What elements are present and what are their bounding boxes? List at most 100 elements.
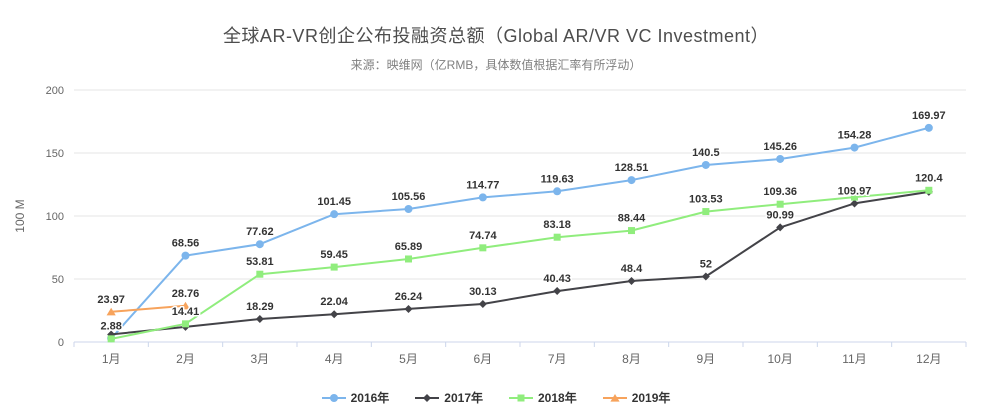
y-axis-tick-label: 0 bbox=[58, 337, 64, 349]
legend-marker-2017-icon bbox=[415, 393, 440, 402]
legend-item-2016[interactable]: 2016年 bbox=[321, 389, 389, 406]
legend-marker-2016-icon bbox=[321, 393, 346, 402]
series-2018-datalabel: 65.89 bbox=[395, 241, 423, 253]
series-2018-marker[interactable] bbox=[702, 208, 710, 216]
series-2018-marker[interactable] bbox=[553, 233, 561, 241]
y-axis-title: 100 M bbox=[13, 199, 27, 232]
series-2019-line bbox=[111, 304, 186, 313]
series-2018-marker[interactable] bbox=[330, 263, 338, 271]
legend-label-2019: 2019年 bbox=[631, 391, 671, 405]
series-2018-marker[interactable] bbox=[182, 320, 189, 328]
series-2017-datalabel: 40.43 bbox=[543, 273, 571, 285]
series-2018-datalabel: 59.45 bbox=[320, 249, 348, 261]
series-2017-marker[interactable] bbox=[478, 300, 487, 309]
legend-item-2018[interactable]: 2018年 bbox=[509, 389, 577, 406]
series-2016-datalabel: 68.56 bbox=[172, 238, 200, 250]
series-2018-marker[interactable] bbox=[479, 244, 487, 252]
legend-marker-2019-icon bbox=[602, 393, 627, 402]
x-axis-tick-label: 7月 bbox=[548, 352, 567, 366]
legend-symbol-2016 bbox=[329, 393, 338, 402]
series-2017-marker[interactable] bbox=[404, 304, 413, 313]
series-2018-marker[interactable] bbox=[628, 227, 635, 235]
series-2017-marker[interactable] bbox=[776, 223, 785, 232]
series-2016-marker[interactable] bbox=[553, 187, 562, 196]
series-2016-datalabel: 114.77 bbox=[466, 179, 499, 191]
series-2017-marker[interactable] bbox=[553, 287, 562, 296]
y-axis-tick-label: 200 bbox=[46, 85, 64, 97]
legend: 2016年 2017年 2018年 2019年 bbox=[0, 389, 992, 406]
series-2018-datalabel: 74.74 bbox=[469, 230, 497, 242]
series-2018-datalabel: 120.4 bbox=[915, 172, 943, 184]
series-2017-marker[interactable] bbox=[255, 314, 264, 323]
legend-label-2017: 2017年 bbox=[444, 391, 483, 405]
series-2018-datalabel: 109.36 bbox=[763, 186, 797, 198]
legend-label-2018: 2018年 bbox=[538, 391, 577, 405]
series-2016-marker[interactable] bbox=[776, 154, 785, 163]
series-2018-marker[interactable] bbox=[776, 200, 784, 208]
x-axis-tick-label: 8月 bbox=[622, 352, 641, 366]
legend-item-2017[interactable]: 2017年 bbox=[415, 389, 483, 406]
series-2018-marker[interactable] bbox=[925, 186, 933, 194]
x-axis-tick-label: 6月 bbox=[473, 352, 492, 366]
series-2017-datalabel: 90.99 bbox=[766, 209, 794, 221]
series-2018-datalabel: 103.53 bbox=[689, 194, 723, 206]
series-2017-datalabel: 18.29 bbox=[246, 301, 274, 313]
series-2016-marker[interactable] bbox=[627, 176, 636, 185]
series-2016-marker[interactable] bbox=[330, 210, 339, 219]
x-axis-tick-label: 12月 bbox=[916, 352, 941, 366]
x-axis-tick-label: 2月 bbox=[176, 352, 195, 366]
series-2018-marker[interactable] bbox=[851, 193, 858, 201]
series-2016-marker[interactable] bbox=[404, 204, 413, 213]
series-2018-datalabel: 83.18 bbox=[543, 219, 571, 231]
series-2016-marker[interactable] bbox=[478, 193, 487, 202]
series-2016-marker[interactable] bbox=[255, 240, 264, 249]
x-axis-tick-label: 5月 bbox=[399, 352, 418, 366]
series-2016-datalabel: 154.28 bbox=[838, 130, 872, 142]
series-2016-marker[interactable] bbox=[181, 251, 190, 260]
series-2017-marker[interactable] bbox=[627, 277, 636, 286]
y-axis-tick-label: 50 bbox=[52, 274, 64, 286]
legend-item-2019[interactable]: 2019年 bbox=[602, 389, 671, 406]
series-2016-datalabel: 169.97 bbox=[912, 110, 946, 122]
y-axis-tick-label: 100 bbox=[46, 211, 64, 223]
series-2017-datalabel: 30.13 bbox=[469, 286, 497, 298]
series-2019-marker[interactable] bbox=[180, 301, 191, 310]
x-axis-tick-label: 9月 bbox=[696, 352, 715, 366]
series-2018-line bbox=[111, 189, 929, 340]
series-2016-datalabel: 2.88 bbox=[100, 320, 121, 332]
series-2018-datalabel: 14.41 bbox=[172, 306, 200, 318]
legend-marker-2018-icon bbox=[509, 394, 533, 401]
series-2016-datalabel: 140.5 bbox=[692, 147, 720, 159]
series-2017-marker[interactable] bbox=[850, 199, 859, 208]
x-axis-tick-label: 3月 bbox=[250, 352, 269, 366]
series-2016-line bbox=[110, 126, 930, 340]
legend-symbol-2018 bbox=[517, 394, 525, 401]
series-2019-marker[interactable] bbox=[106, 307, 116, 316]
series-2016-marker[interactable] bbox=[850, 143, 859, 152]
series-2018-marker[interactable] bbox=[107, 335, 115, 343]
chart-subtitle: 来源：映维网（亿RMB，具体数值根据汇率有所浮动） bbox=[350, 58, 642, 72]
series-2016-datalabel: 128.51 bbox=[615, 162, 649, 174]
series-2016-marker[interactable] bbox=[701, 160, 710, 169]
x-axis-tick-label: 10月 bbox=[767, 352, 792, 366]
series-2017-datalabel: 109.97 bbox=[838, 185, 872, 197]
x-axis-tick-label: 1月 bbox=[102, 352, 121, 366]
series-2017-datalabel: 52 bbox=[700, 258, 712, 270]
series-2017-datalabel: 48.4 bbox=[621, 263, 643, 275]
series-2017-marker[interactable] bbox=[701, 272, 710, 281]
series-2017-datalabel: 22.04 bbox=[320, 296, 348, 308]
series-2017-marker[interactable] bbox=[330, 310, 339, 319]
series-2018-marker[interactable] bbox=[256, 270, 264, 278]
x-axis-tick-label: 4月 bbox=[325, 352, 344, 366]
series-2018-datalabel: 53.81 bbox=[246, 256, 274, 268]
series-2016-datalabel: 101.45 bbox=[317, 196, 351, 208]
series-2016-datalabel: 145.26 bbox=[763, 141, 797, 153]
series-2018-marker[interactable] bbox=[405, 255, 412, 263]
series-2019-datalabel: 28.76 bbox=[172, 288, 200, 300]
series-2016-datalabel: 77.62 bbox=[246, 226, 274, 238]
series-2017-datalabel: 26.24 bbox=[395, 291, 423, 303]
legend-symbol-2017 bbox=[423, 393, 432, 402]
series-2016-marker[interactable] bbox=[924, 123, 933, 132]
